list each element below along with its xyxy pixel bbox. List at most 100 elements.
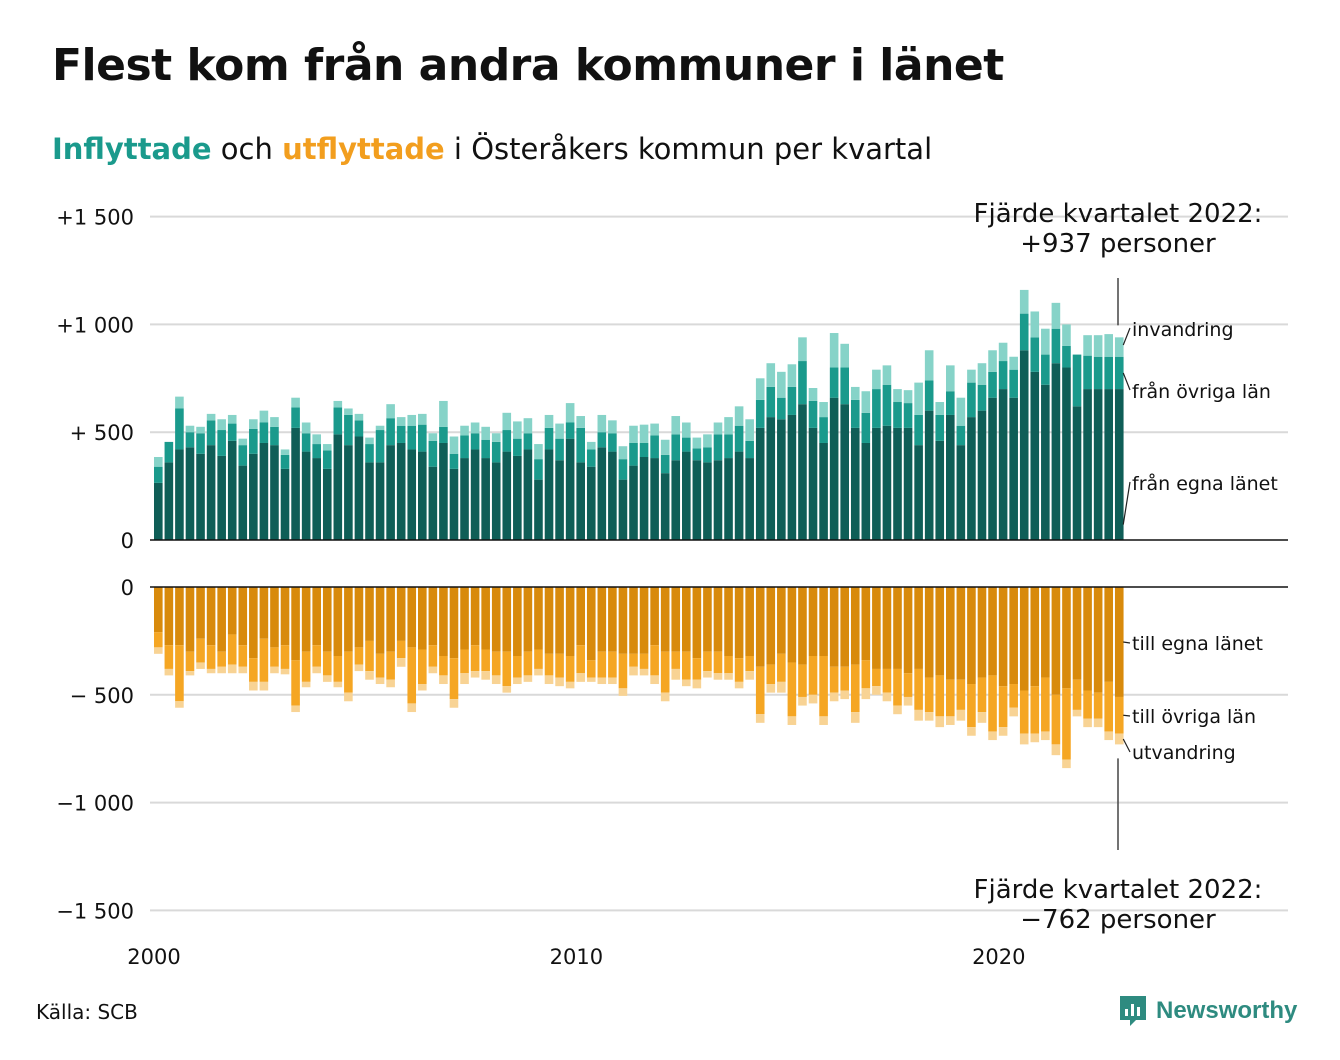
bar-in-segment: [914, 445, 923, 540]
bar-in-segment: [460, 425, 469, 436]
bar-in-segment: [386, 418, 395, 446]
bar-in-segment: [291, 407, 300, 428]
bar-in-segment: [502, 430, 512, 452]
bar-in-segment: [1019, 313, 1029, 351]
bar-out-segment: [1041, 731, 1050, 741]
bar-in-segment: [523, 418, 533, 434]
bar-out-segment: [460, 649, 469, 674]
bar-out-segment: [935, 587, 945, 676]
bar-in-segment: [502, 451, 512, 540]
bar-out-segment: [544, 675, 554, 685]
bar-in-segment: [375, 462, 385, 540]
bar-in-segment: [618, 479, 628, 540]
bar-in-segment: [249, 453, 258, 540]
bar-out-segment: [586, 660, 596, 678]
bar-out-segment: [903, 673, 913, 697]
bar-in-segment: [1072, 354, 1082, 407]
bar-in-segment: [534, 459, 543, 480]
bar-out-segment: [724, 673, 733, 680]
bar-in-segment: [365, 437, 374, 445]
bar-in-segment: [238, 445, 248, 466]
bar-out-segment: [903, 587, 913, 674]
bar-out-segment: [745, 655, 754, 672]
bar-out-segment: [206, 668, 216, 674]
bar-out-segment: [460, 673, 469, 685]
bar-out-segment: [312, 645, 321, 667]
bar-out-segment: [1072, 679, 1082, 710]
series-label-leader-out: [1123, 641, 1131, 644]
bar-in-segment: [713, 422, 723, 435]
bar-out-segment: [734, 658, 744, 682]
bar-out-segment: [280, 645, 290, 669]
bar-out-segment: [534, 668, 543, 676]
bar-out-segment: [1093, 587, 1103, 693]
bar-in-segment: [766, 363, 776, 387]
bar-in-segment: [882, 365, 892, 385]
bar-out-segment: [185, 671, 195, 676]
bar-in-segment: [312, 458, 321, 540]
bar-out-segment: [703, 671, 712, 678]
bar-out-segment: [217, 666, 226, 674]
annotation-top-line2: +937 personer: [1020, 229, 1216, 259]
y-tick-label-top: 0: [121, 529, 134, 553]
bar-out-segment: [650, 587, 659, 646]
bar-in-segment: [206, 420, 216, 446]
bar-out-segment: [322, 651, 332, 676]
bar-out-segment: [597, 587, 607, 652]
bar-in-segment: [196, 453, 205, 540]
bar-in-segment: [280, 454, 290, 469]
bar-out-segment: [724, 655, 733, 674]
bar-out-segment: [608, 651, 617, 678]
bar-in-segment: [291, 427, 300, 540]
bar-out-segment: [977, 712, 987, 723]
bar-out-segment: [650, 675, 659, 685]
bar-out-segment: [249, 587, 258, 659]
y-tick-label-bottom: 0: [121, 576, 134, 600]
bar-out-segment: [386, 651, 395, 680]
bar-out-segment: [798, 664, 807, 697]
bar-in-segment: [819, 417, 828, 443]
bar-in-segment: [597, 447, 607, 540]
bar-in-segment: [439, 442, 448, 540]
bar-out-segment: [977, 587, 987, 678]
bar-out-segment: [1062, 688, 1071, 760]
bar-out-segment: [713, 673, 723, 680]
bar-out-segment: [439, 675, 448, 685]
bar-in-segment: [935, 414, 945, 441]
bar-in-segment: [840, 404, 849, 540]
bar-out-segment: [608, 587, 617, 652]
bar-out-segment: [386, 587, 395, 652]
bar-out-segment: [618, 688, 628, 696]
bar-out-segment: [344, 692, 353, 702]
bar-in-segment: [787, 414, 797, 540]
bar-in-segment: [470, 449, 480, 540]
bar-in-segment: [872, 369, 881, 390]
bar-in-segment: [1083, 355, 1092, 390]
bar-out-segment: [565, 681, 575, 689]
bar-in-segment: [407, 414, 417, 426]
bar-in-segment: [861, 442, 871, 540]
bar-out-segment: [1093, 692, 1103, 719]
bar-in-segment: [164, 441, 174, 463]
bar-in-segment: [175, 408, 184, 450]
bar-in-segment: [1093, 389, 1103, 540]
bar-in-segment: [1051, 328, 1061, 364]
bar-out-segment: [893, 587, 902, 669]
bar-in-segment: [1062, 367, 1071, 540]
bar-in-segment: [703, 434, 712, 448]
bar-out-segment: [1062, 759, 1071, 769]
bar-out-segment: [470, 587, 480, 646]
bar-out-segment: [946, 587, 955, 680]
bar-out-segment: [1041, 677, 1050, 732]
bar-in-segment: [259, 410, 269, 423]
bar-out-segment: [185, 651, 195, 672]
bar-in-segment: [185, 447, 195, 540]
bar-out-segment: [850, 664, 860, 713]
bar-out-segment: [745, 587, 754, 656]
bar-out-segment: [259, 587, 269, 639]
bar-out-segment: [164, 645, 174, 669]
bar-in-segment: [175, 396, 184, 409]
bar-out-segment: [946, 716, 955, 725]
series-label-leader-out: [1122, 738, 1131, 753]
